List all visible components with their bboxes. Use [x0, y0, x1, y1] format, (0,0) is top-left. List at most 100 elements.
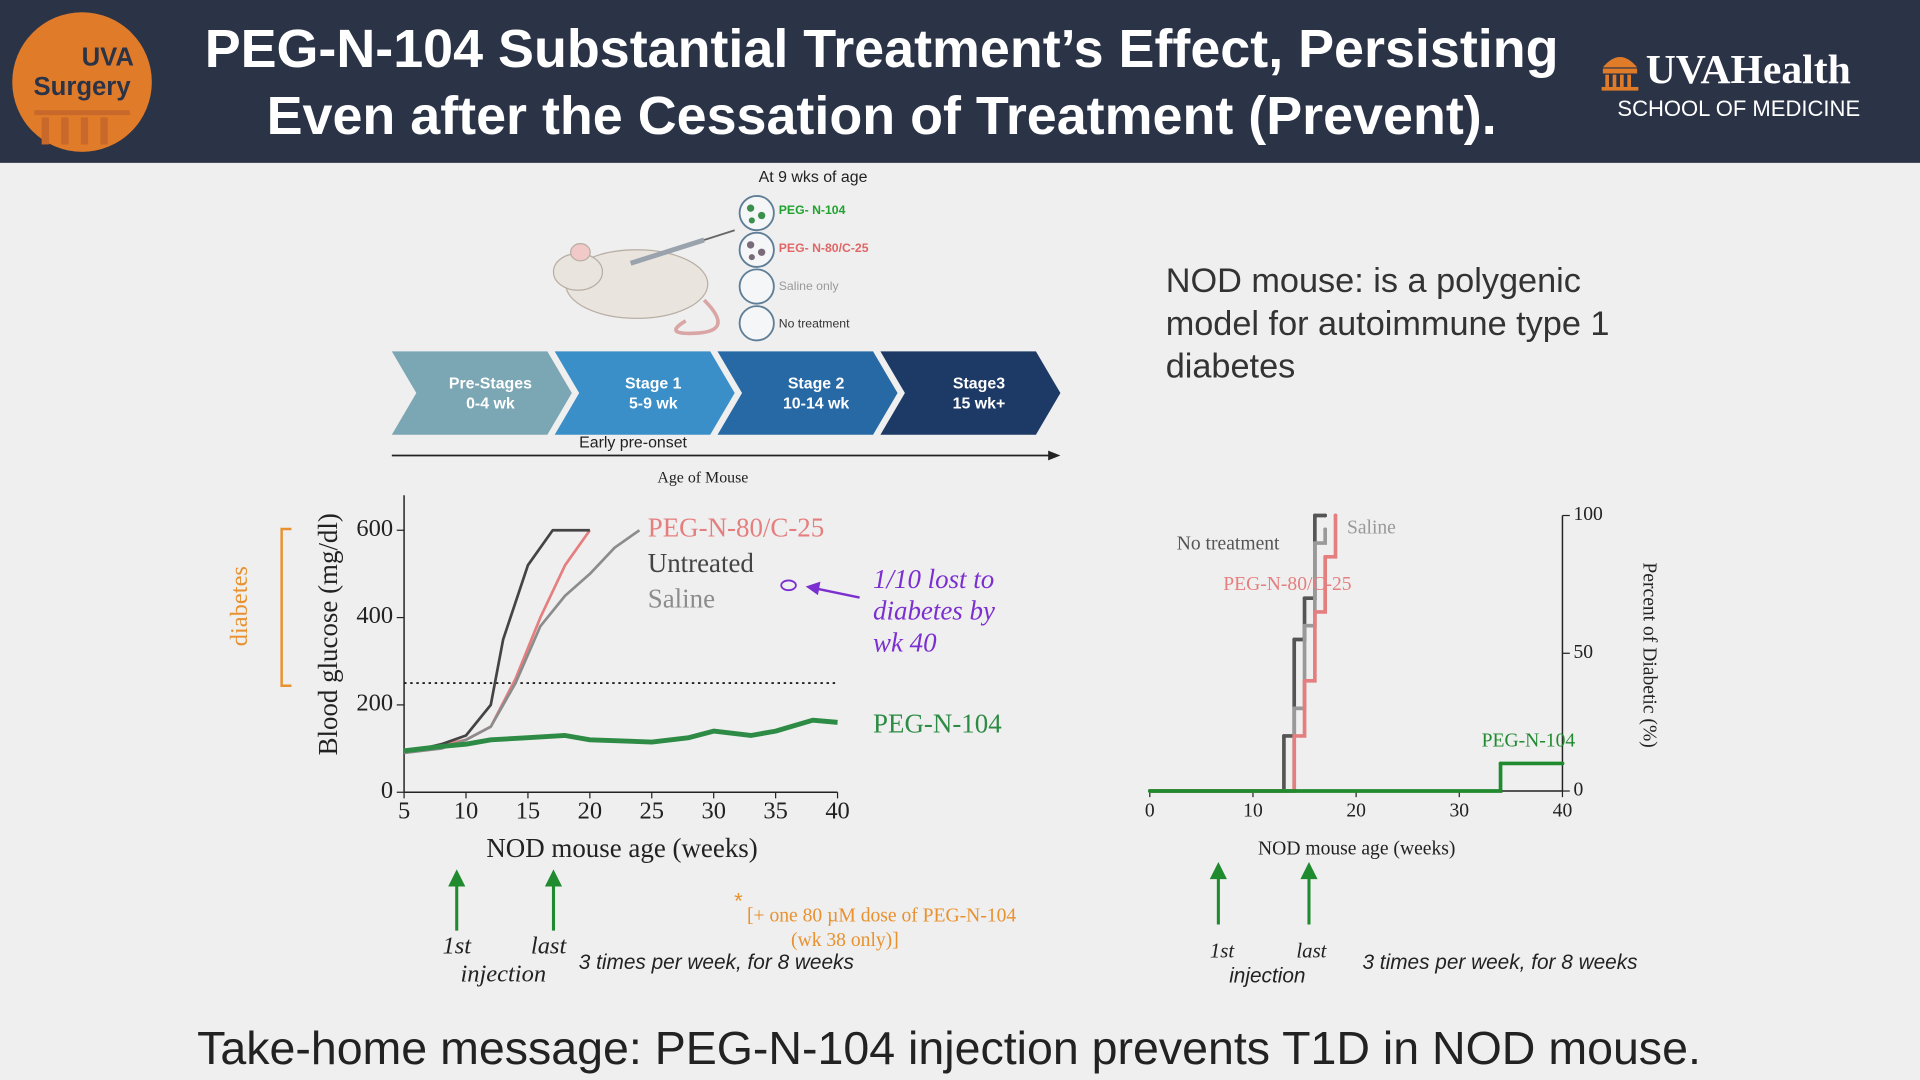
y-tick-label: 0	[381, 777, 393, 804]
diabetes-bracket	[280, 527, 292, 687]
lost-marker	[780, 579, 797, 592]
dose-star: *	[734, 888, 743, 913]
injection-label: injection	[460, 961, 546, 988]
logo-right-sub: SCHOOL OF MEDICINE	[1617, 96, 1860, 121]
stage-name: Stage 2	[788, 376, 845, 393]
stage-chevron	[717, 351, 898, 435]
title: PEG-N-104 Substantial Treatment’s Effect…	[205, 19, 1559, 79]
y-tick-label: 400	[356, 602, 393, 629]
diabetes-label: diabetes	[226, 566, 253, 646]
last-label: last	[1296, 938, 1327, 962]
schedule-label: 3 times per week, for 8 weeks	[579, 951, 854, 974]
stage-range: 10-14 wk	[783, 395, 849, 412]
stage-chevron	[554, 351, 735, 435]
dose-note: [+ one 80 µM dose of PEG-N-104	[747, 906, 1016, 927]
schedule-label: 3 times per week, for 8 weeks	[1362, 951, 1637, 974]
y-axis-label: Blood glucose (mg/dl)	[313, 513, 343, 755]
title: Even after the Cessation of Treatment (P…	[267, 86, 1497, 146]
x-tick-label: 10	[454, 798, 478, 825]
legend-label: No treatment	[1177, 533, 1280, 554]
logo-columns	[34, 110, 130, 145]
stage-range: 5-9 wk	[629, 395, 678, 412]
y-axis-label: Percent of Diabetic (%)	[1639, 562, 1660, 747]
legend-label: PEG-N-104	[873, 708, 1002, 738]
age-label: Age of Mouse	[657, 469, 748, 486]
treatment-dots	[746, 204, 766, 224]
first-label: 1st	[442, 932, 472, 959]
stage-chevron	[391, 351, 572, 435]
lost-arrow	[817, 587, 860, 599]
mouse-illustration	[552, 229, 735, 336]
last-label: last	[531, 932, 568, 959]
take-home: Take-home message: PEG-N-104 injection p…	[197, 1022, 1701, 1074]
step-segment	[1147, 761, 1503, 793]
logo-text: Surgery	[33, 73, 131, 101]
stage-name: Pre-Stages	[449, 376, 532, 393]
stage-name: Stage 1	[625, 376, 682, 393]
description: NOD mouse: is a polygenic model for auto…	[1166, 262, 1610, 386]
lost-note: wk 40	[873, 627, 937, 657]
legend-label: PEG-N-80/C-25	[648, 512, 824, 542]
stages: Pre-Stages 0-4 wk Stage 1 5-9 wk Stage 2 10-1…	[391, 351, 1061, 435]
injection-arrow-head	[544, 869, 563, 887]
x-tick-label: 10	[1243, 800, 1263, 821]
dose-note: (wk 38 only)]	[791, 930, 899, 951]
injection-arrow-head	[1300, 862, 1318, 880]
description-line: model for autoimmune type 1	[1166, 305, 1610, 343]
injection-arrow-head	[1209, 862, 1227, 880]
legend-label: PEG-N-104	[1482, 731, 1576, 752]
x-axis-label: NOD mouse age (weeks)	[1258, 838, 1455, 859]
description-line: diabetes	[1166, 348, 1296, 386]
x-tick-label: 15	[516, 798, 540, 825]
legend-label: Untreated	[648, 548, 755, 578]
logo-text: UVA	[82, 44, 134, 72]
x-tick-label: 0	[1145, 800, 1155, 821]
x-axis-label: NOD mouse age (weeks)	[486, 833, 757, 863]
legend-label: Saline	[648, 583, 715, 613]
series-line	[403, 528, 590, 755]
lost-note: diabetes by	[873, 596, 995, 626]
logo-badge	[12, 12, 152, 152]
treatment-icons	[738, 195, 775, 342]
treatment-name: Saline only	[779, 279, 840, 293]
treatment-dots	[746, 241, 766, 261]
x-tick-label: 35	[763, 798, 787, 825]
age-arrow-head	[1048, 450, 1061, 461]
legend-label: Saline	[1347, 517, 1396, 538]
step-segment	[1313, 555, 1328, 614]
stage-name: Stage3	[953, 376, 1005, 393]
logo-right: UVAHealth	[1646, 47, 1851, 93]
x-tick-label: 40	[1553, 800, 1573, 821]
step-segment	[1313, 527, 1328, 545]
y-tick-label: 100	[1573, 504, 1603, 525]
y-tick-label: 0	[1573, 780, 1583, 801]
treatment-name: No treatment	[779, 317, 850, 331]
lost-note: 1/10 lost to	[873, 564, 994, 594]
legend-label: PEG-N-80/C-25	[1223, 574, 1352, 595]
stage-range: 0-4 wk	[466, 395, 515, 412]
x-tick-label: 30	[1449, 800, 1469, 821]
series-line	[403, 717, 838, 754]
x-tick-label: 25	[640, 798, 664, 825]
step-segment	[1292, 678, 1307, 738]
step-segment	[1323, 513, 1338, 559]
x-tick-label: 30	[701, 798, 725, 825]
diabetic-percent-chart: 0 50 100 0 10 20 30 40 NOD mouse age (weeks) Perc…	[1145, 504, 1660, 988]
y-tick-label: 200	[356, 690, 393, 717]
treatment-name: PEG- N-80/C-25	[779, 241, 869, 255]
x-tick-label: 40	[825, 798, 849, 825]
treatment-label: At 9 wks of age	[759, 169, 868, 186]
treatment-name: PEG- N-104	[779, 203, 846, 217]
stage-chevron	[880, 351, 1061, 435]
header-bar	[0, 0, 1920, 163]
lost-arrow-head	[805, 581, 821, 596]
y-tick-label: 50	[1573, 642, 1593, 663]
injection-arrow-head	[448, 869, 466, 887]
x-tick-label: 20	[578, 798, 602, 825]
first-label: 1st	[1210, 938, 1235, 962]
x-tick-label: 5	[398, 798, 410, 825]
x-tick-label: 20	[1346, 800, 1366, 821]
description-line: NOD mouse: is a polygenic	[1166, 262, 1581, 300]
